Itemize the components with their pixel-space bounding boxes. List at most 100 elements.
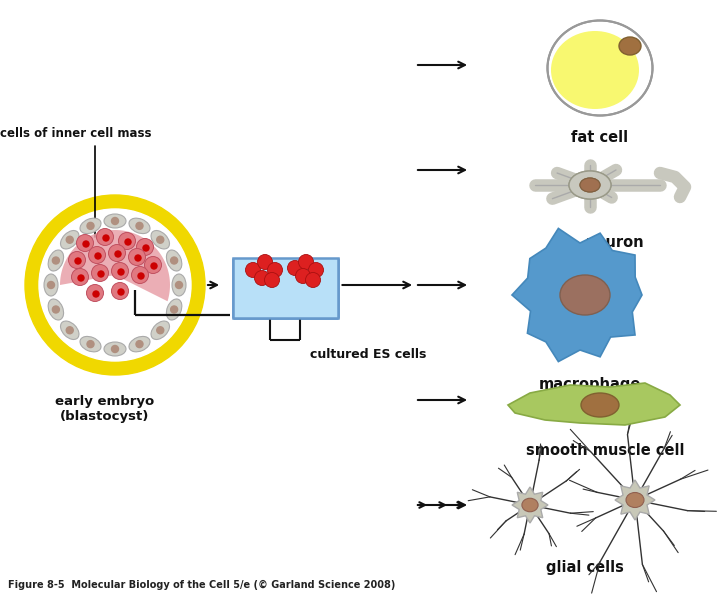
Circle shape (91, 265, 109, 282)
Ellipse shape (569, 171, 611, 199)
Ellipse shape (172, 274, 186, 296)
Circle shape (112, 283, 128, 300)
Text: neuron: neuron (585, 235, 644, 250)
Circle shape (48, 282, 55, 289)
Circle shape (138, 273, 144, 279)
Circle shape (136, 341, 143, 347)
Ellipse shape (129, 218, 150, 234)
Ellipse shape (619, 37, 641, 55)
Ellipse shape (581, 393, 619, 417)
Text: glial cells: glial cells (546, 560, 624, 575)
Ellipse shape (48, 250, 63, 271)
Polygon shape (512, 228, 642, 362)
Circle shape (264, 273, 279, 288)
Ellipse shape (626, 492, 644, 507)
Circle shape (135, 255, 141, 261)
Circle shape (87, 222, 94, 229)
Ellipse shape (80, 337, 101, 352)
Circle shape (254, 271, 269, 286)
Circle shape (132, 267, 148, 283)
Circle shape (76, 234, 94, 252)
Circle shape (109, 244, 125, 262)
Circle shape (136, 222, 143, 229)
Circle shape (95, 253, 101, 259)
Circle shape (78, 275, 84, 281)
Text: Figure 8-5  Molecular Biology of the Cell 5/e (© Garland Science 2008): Figure 8-5 Molecular Biology of the Cell… (8, 580, 395, 590)
Ellipse shape (522, 498, 538, 512)
Circle shape (103, 235, 109, 241)
Text: cells of inner cell mass: cells of inner cell mass (0, 127, 151, 237)
Ellipse shape (151, 321, 169, 340)
Circle shape (137, 238, 153, 256)
Circle shape (39, 209, 191, 361)
Circle shape (98, 271, 104, 277)
Circle shape (157, 327, 163, 334)
Ellipse shape (48, 299, 63, 320)
Circle shape (176, 282, 182, 289)
Circle shape (112, 217, 119, 225)
Ellipse shape (60, 231, 79, 249)
Circle shape (268, 262, 282, 277)
Circle shape (68, 252, 86, 268)
Ellipse shape (151, 231, 169, 249)
Ellipse shape (166, 299, 182, 320)
Polygon shape (615, 480, 655, 520)
Circle shape (96, 228, 114, 246)
Polygon shape (60, 230, 170, 301)
Circle shape (115, 251, 121, 257)
Circle shape (25, 195, 205, 375)
Circle shape (308, 262, 323, 277)
Circle shape (295, 268, 310, 283)
Circle shape (246, 262, 261, 277)
Circle shape (86, 285, 104, 301)
Circle shape (145, 256, 161, 274)
Circle shape (118, 269, 124, 275)
Circle shape (305, 273, 320, 288)
Ellipse shape (580, 178, 600, 192)
Text: smooth muscle cell: smooth muscle cell (526, 443, 684, 458)
Circle shape (75, 258, 81, 264)
Circle shape (299, 255, 313, 270)
Circle shape (83, 241, 89, 247)
Circle shape (143, 245, 149, 251)
Ellipse shape (104, 342, 126, 356)
Circle shape (118, 289, 124, 295)
Circle shape (287, 261, 302, 276)
Circle shape (66, 327, 73, 334)
Ellipse shape (547, 20, 652, 116)
Ellipse shape (551, 31, 639, 109)
Text: fat cell: fat cell (572, 130, 629, 145)
Circle shape (128, 249, 145, 265)
Ellipse shape (60, 321, 79, 340)
Ellipse shape (580, 178, 600, 192)
Circle shape (125, 239, 131, 245)
Text: macrophage: macrophage (539, 377, 642, 392)
Text: early embryo
(blastocyst): early embryo (blastocyst) (55, 395, 155, 423)
Ellipse shape (166, 250, 182, 271)
Polygon shape (508, 383, 680, 425)
Ellipse shape (80, 218, 101, 234)
Text: cultured ES cells: cultured ES cells (310, 347, 426, 361)
Circle shape (89, 247, 106, 264)
Circle shape (66, 236, 73, 243)
Circle shape (157, 236, 163, 243)
Circle shape (87, 341, 94, 347)
Circle shape (112, 346, 119, 352)
Circle shape (171, 306, 178, 313)
Circle shape (151, 263, 157, 269)
Ellipse shape (129, 337, 150, 352)
Circle shape (258, 255, 272, 270)
Circle shape (112, 262, 128, 280)
Circle shape (119, 232, 135, 250)
Ellipse shape (104, 214, 126, 228)
Circle shape (53, 257, 59, 264)
Ellipse shape (569, 171, 611, 199)
Circle shape (71, 268, 89, 286)
Circle shape (93, 291, 99, 297)
Ellipse shape (44, 274, 58, 296)
Polygon shape (512, 487, 548, 523)
Ellipse shape (560, 275, 610, 315)
Circle shape (171, 257, 178, 264)
Circle shape (53, 306, 59, 313)
Polygon shape (233, 258, 338, 317)
